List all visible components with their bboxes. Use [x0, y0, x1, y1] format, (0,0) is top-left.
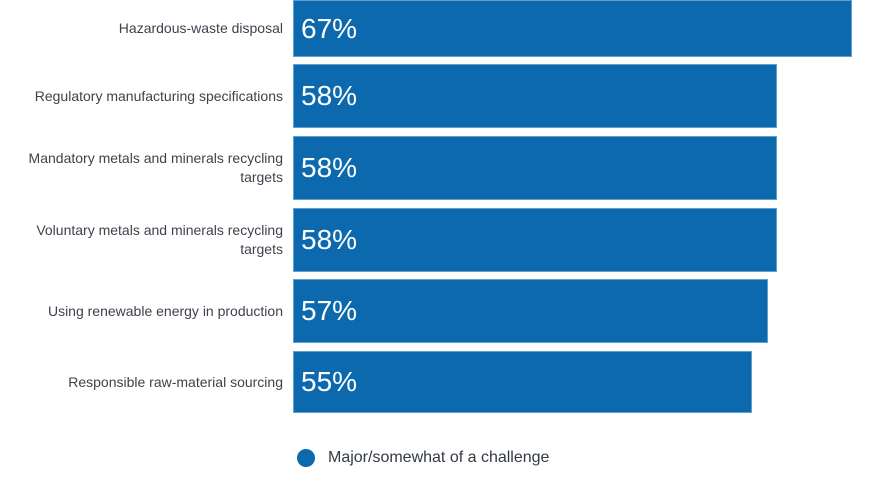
bar-row: Regulatory manufacturing specifications 5…: [0, 64, 882, 128]
bar-value-label: 58%: [301, 152, 358, 183]
bar-row: Voluntary metals and minerals recycling …: [0, 208, 882, 272]
bar-row: Mandatory metals and minerals recycling …: [0, 136, 882, 200]
legend-marker-circle-icon: [297, 449, 315, 467]
bar-row: Using renewable energy in production 57%: [0, 279, 882, 343]
category-label: Voluntary metals and minerals recycling …: [36, 222, 283, 257]
category-label: Hazardous-waste disposal: [118, 20, 283, 36]
bar-value-label: 55%: [301, 366, 358, 397]
legend-label: Major/somewhat of a challenge: [328, 449, 550, 466]
bar: 55%: [293, 351, 752, 413]
bar-row: Responsible raw-material sourcing 55%: [0, 351, 882, 413]
bar: 67%: [293, 0, 852, 57]
legend: Major/somewhat of a challenge: [297, 445, 549, 471]
category-label: Using renewable energy in production: [47, 302, 283, 319]
bar-value-label: 58%: [301, 224, 358, 255]
bar-row: Hazardous-waste disposal 67%: [0, 0, 882, 57]
category-label: Regulatory manufacturing specifications: [34, 87, 283, 104]
category-label: Mandatory metals and minerals recycling …: [28, 150, 283, 185]
category-label: Responsible raw-material sourcing: [68, 373, 283, 390]
bar: 58%: [293, 64, 777, 128]
bar: 57%: [293, 279, 769, 343]
bar-value-label: 58%: [301, 80, 358, 111]
bar-value-label: 57%: [301, 295, 358, 326]
bar-value-label: 67%: [301, 12, 358, 44]
bar: 58%: [293, 136, 777, 200]
bar: 58%: [293, 208, 777, 272]
